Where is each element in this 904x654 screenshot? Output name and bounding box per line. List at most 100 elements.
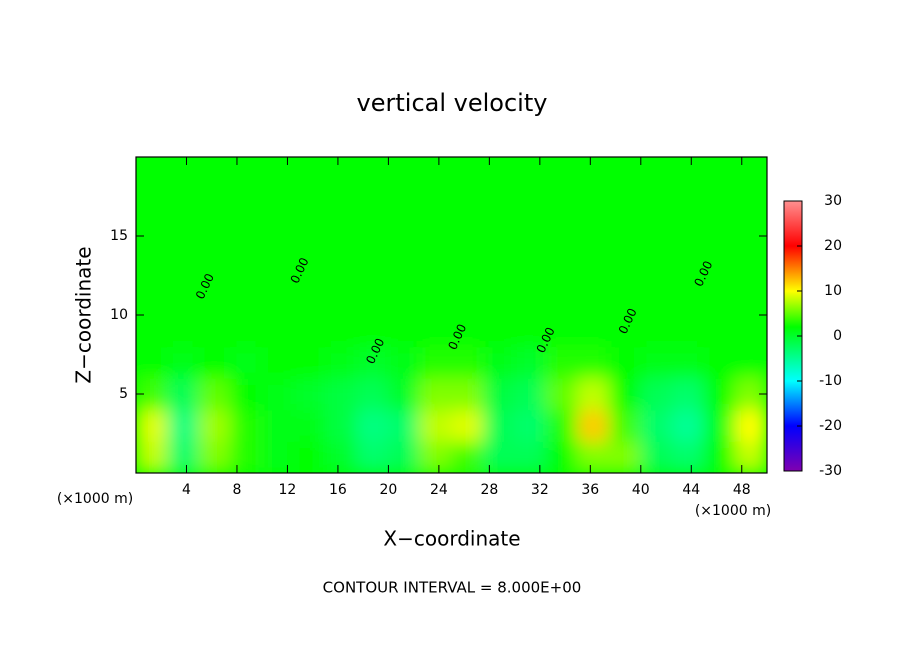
x-unit-right: (×1000 m) — [695, 503, 771, 519]
cell — [387, 346, 421, 379]
cell — [293, 346, 326, 379]
cell — [167, 346, 200, 379]
cell — [577, 377, 610, 411]
cell — [324, 409, 358, 442]
x-tick-label: 28 — [480, 482, 498, 498]
cell — [198, 440, 232, 473]
cell — [136, 157, 169, 348]
cell — [419, 440, 452, 473]
cell — [167, 157, 200, 348]
cell — [261, 440, 295, 473]
cell — [577, 409, 610, 442]
cell — [261, 377, 295, 411]
cell — [167, 377, 200, 411]
cell — [703, 157, 736, 348]
cell — [545, 157, 579, 348]
cell — [324, 346, 358, 379]
cell — [387, 440, 421, 473]
cell — [167, 440, 200, 473]
colorbar-tick-label: -10 — [819, 373, 842, 389]
cell — [324, 157, 358, 348]
colorbar-tick-label: 0 — [833, 328, 842, 344]
cell — [640, 346, 673, 379]
cell — [261, 409, 295, 442]
cell — [451, 409, 484, 442]
x-tick-label: 24 — [430, 482, 448, 498]
cell — [482, 157, 516, 348]
colorbar-tick-label: 30 — [824, 193, 842, 209]
cell — [608, 346, 642, 379]
cell — [419, 157, 452, 348]
cell — [324, 377, 358, 411]
y-axis-label: Z−coordinate — [72, 246, 96, 383]
cell — [167, 409, 200, 442]
cell — [608, 440, 642, 473]
cell — [703, 409, 736, 442]
cell — [577, 157, 610, 348]
cell — [703, 346, 736, 379]
cell — [577, 440, 610, 473]
cell — [261, 346, 295, 379]
y-tick-label: 10 — [110, 307, 128, 323]
x-axis-label: X−coordinate — [383, 527, 520, 551]
cell — [703, 377, 736, 411]
cell — [451, 157, 484, 348]
cell — [198, 346, 232, 379]
cell — [198, 409, 232, 442]
cell — [356, 409, 389, 442]
cell — [671, 440, 705, 473]
cell — [734, 409, 767, 442]
x-tick-label: 44 — [682, 482, 700, 498]
cell — [608, 157, 642, 348]
cell — [451, 377, 484, 411]
cell — [387, 157, 421, 348]
x-tick-label: 20 — [379, 482, 397, 498]
cell — [293, 377, 326, 411]
cell — [671, 409, 705, 442]
cell — [451, 440, 484, 473]
cell — [356, 440, 389, 473]
cell — [387, 409, 421, 442]
cell — [514, 377, 547, 411]
colorbar-tick-label: 20 — [824, 238, 842, 254]
x-tick-label: 36 — [581, 482, 599, 498]
cell — [734, 440, 767, 473]
cell — [230, 377, 263, 411]
cell — [640, 440, 673, 473]
cell — [356, 157, 389, 348]
cell — [640, 377, 673, 411]
x-tick-label: 16 — [329, 482, 347, 498]
cell — [419, 409, 452, 442]
cell — [230, 157, 263, 348]
chart-title: vertical velocity — [357, 89, 548, 117]
x-tick-label: 48 — [733, 482, 751, 498]
x-unit-left: (×1000 m) — [57, 491, 133, 507]
x-tick-label: 40 — [632, 482, 650, 498]
cell — [293, 440, 326, 473]
cell — [608, 377, 642, 411]
cell — [482, 377, 516, 411]
cell — [293, 409, 326, 442]
cell — [136, 440, 169, 473]
field — [136, 157, 767, 473]
cell — [482, 346, 516, 379]
cell — [545, 346, 579, 379]
x-tick-label: 12 — [279, 482, 297, 498]
cell — [230, 409, 263, 442]
cell — [482, 440, 516, 473]
cell — [451, 346, 484, 379]
cell — [545, 377, 579, 411]
cell — [198, 157, 232, 348]
field-cells — [136, 157, 767, 473]
contour-interval: CONTOUR INTERVAL = 8.000E+00 — [323, 579, 582, 597]
cell — [198, 377, 232, 411]
cell — [514, 440, 547, 473]
cell — [703, 440, 736, 473]
cell — [734, 346, 767, 379]
cell — [293, 157, 326, 348]
x-tick-label: 32 — [531, 482, 549, 498]
cell — [356, 377, 389, 411]
cell — [324, 440, 358, 473]
cell — [230, 346, 263, 379]
